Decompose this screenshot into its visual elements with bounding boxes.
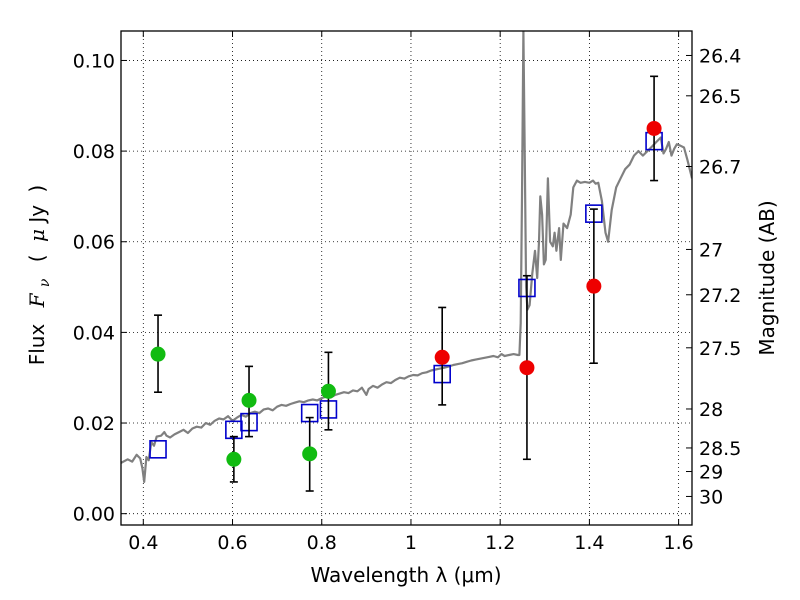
y-tick-label: 0.06	[73, 232, 115, 254]
x-tick-label: 1.4	[574, 532, 604, 554]
red-point	[586, 278, 602, 294]
y-axis-label: Flux F ν ( μ Jy )	[25, 185, 54, 366]
y-axis-label-close: )	[25, 185, 49, 193]
y-tick-label: 0.10	[73, 50, 115, 72]
spectrum-line	[121, 31, 692, 483]
y-tick-label: 0.00	[73, 504, 115, 526]
y-tick-label: 0.04	[73, 322, 115, 344]
red-point	[646, 120, 662, 136]
right-tick-label: 27.2	[699, 285, 741, 307]
x-tick-label: 1.2	[485, 532, 515, 554]
y-tick-label: 0.08	[73, 141, 115, 163]
green-point	[320, 383, 336, 399]
green-point	[226, 451, 242, 467]
x-tick-label: 1.6	[664, 532, 694, 554]
y-axis-label-f: F	[25, 292, 49, 308]
right-tick-label: 27.5	[699, 338, 741, 360]
x-tick-label: 0.6	[217, 532, 247, 554]
y-axis-label-mu: μ	[25, 229, 49, 242]
y-tick-label: 0.02	[73, 413, 115, 435]
right-tick-label: 28.5	[699, 438, 741, 460]
right-axis-label: Magnitude (AB)	[755, 200, 779, 355]
red-point	[434, 349, 450, 365]
right-tick-label: 27	[699, 239, 723, 261]
y-axis-label-flux: Flux	[25, 324, 49, 366]
grid-lines	[121, 31, 692, 525]
x-tick-label: 0.8	[307, 532, 337, 554]
plot-area	[121, 31, 692, 492]
green-point	[150, 346, 166, 362]
right-tick-label: 26.7	[699, 157, 741, 179]
red-point	[519, 360, 535, 376]
right-tick-label: 26.4	[699, 45, 741, 67]
y-axis-label-jy: Jy	[25, 205, 49, 225]
axes-frame	[120, 30, 693, 526]
right-tick-label: 26.5	[699, 86, 741, 108]
x-axis-label: Wavelength λ (μm)	[310, 563, 501, 587]
y-axis-label-open: (	[25, 254, 49, 262]
y-axis-label-nu: ν	[37, 278, 53, 287]
right-tick-label: 29	[699, 462, 723, 484]
green-point	[241, 392, 257, 408]
x-tick-label: 1	[405, 532, 417, 554]
right-tick-label: 28	[699, 399, 723, 421]
green-point	[302, 446, 318, 462]
right-tick-label: 30	[699, 486, 723, 508]
model-box-point	[149, 440, 167, 459]
axis-ticks: 0.4 0.6 0.8 1 1.2 1.4 1.6 0.00 0.02 0.04 0.06 0.08 0…	[73, 31, 741, 554]
x-tick-label: 0.4	[128, 532, 158, 554]
model-box-point	[225, 420, 243, 440]
